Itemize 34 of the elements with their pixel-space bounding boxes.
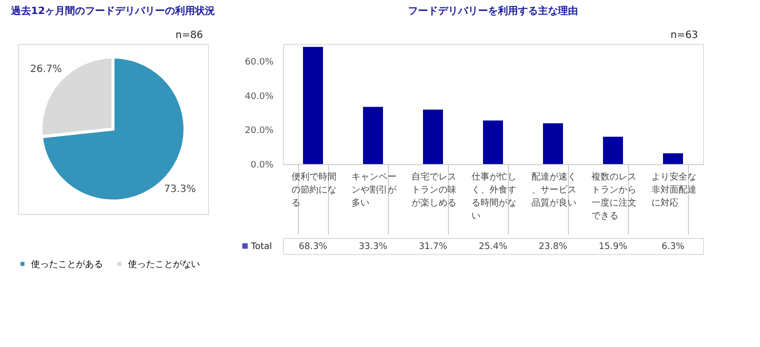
data-label: 6.3% bbox=[662, 242, 685, 252]
x-tick-label: 配達が速く、サービス品質が良い bbox=[532, 172, 576, 208]
data-label: 68.3% bbox=[298, 242, 328, 252]
y-tick-label: 0.0% bbox=[250, 160, 274, 170]
x-tick-label: 自宅でレストランの味が楽しめる bbox=[412, 172, 456, 208]
bar bbox=[363, 106, 383, 164]
bar bbox=[603, 136, 623, 164]
bar bbox=[483, 120, 503, 164]
bar bbox=[423, 110, 443, 164]
text: n=86 bbox=[176, 30, 203, 41]
bar bbox=[543, 123, 563, 164]
x-tick-label: 複数のレストランから一度に注文できる bbox=[592, 172, 636, 222]
data-label: 15.9% bbox=[598, 242, 628, 252]
data-label: 25.4% bbox=[478, 242, 508, 252]
legend-label: 使ったことがある bbox=[31, 258, 103, 270]
data-label: 33.3% bbox=[358, 242, 388, 252]
chart-title: フードデリバリーを利用する主な理由 bbox=[408, 5, 578, 17]
legend-label: Total bbox=[250, 242, 272, 252]
bar bbox=[303, 46, 323, 164]
x-tick-label: キャンペーンや割引が多い bbox=[352, 172, 398, 208]
data-label: 31.7% bbox=[418, 242, 448, 252]
bar bbox=[663, 153, 683, 164]
x-tick-label: より安全な非対面配達に対応 bbox=[652, 172, 696, 208]
data-label: 73.3% bbox=[164, 184, 196, 196]
x-tick-label: 便利で時間の節約になる bbox=[292, 172, 336, 208]
data-label: 23.8% bbox=[538, 242, 568, 252]
text: n=63 bbox=[670, 30, 698, 41]
data-label: 26.7% bbox=[30, 64, 62, 75]
y-tick-label: 20.0% bbox=[244, 126, 274, 136]
chart-title: 過去12ヶ月間のフードデリバリーの利用状況 bbox=[10, 5, 215, 17]
y-tick-label: 40.0% bbox=[244, 92, 274, 102]
legend-label: 使ったことがない bbox=[128, 258, 200, 270]
x-tick-label: 仕事が忙しく、外食する時間がない bbox=[472, 172, 516, 222]
y-tick-label: 60.0% bbox=[244, 58, 274, 68]
